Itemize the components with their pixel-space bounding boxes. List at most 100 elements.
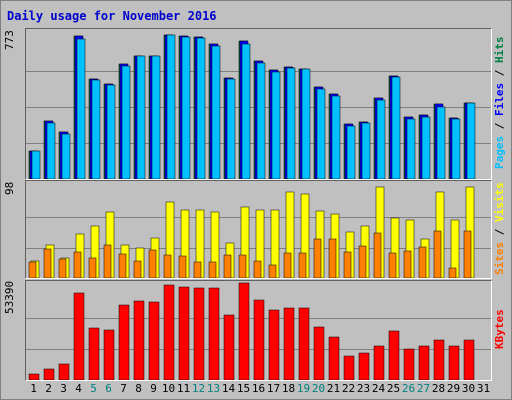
pages-bar [151,55,161,179]
visits-bar [195,209,205,278]
kbytes-bar [28,373,40,380]
kbytes-bar [103,329,115,380]
day-label: 19 [296,382,311,395]
sites-bar [343,251,352,278]
visits-bar [210,211,220,278]
pages-bar [76,38,86,179]
kbytes-bar [178,286,190,380]
sites-bar [283,252,292,278]
pages-bar [301,68,311,179]
day-label: 17 [266,382,281,395]
kbytes-bar [43,368,55,380]
pages-bar [106,84,116,179]
day-label: 24 [371,382,386,395]
day-label: 8 [135,382,142,395]
sites-bar [178,255,187,278]
visits-bar [390,217,400,278]
pages-bar [316,88,326,179]
sites-bar [238,254,247,278]
kbytes-bar [193,287,205,380]
pages-bar [91,79,101,179]
kbytes-bar [358,352,370,380]
legend-separator: / [493,116,506,137]
sites-bar [388,252,397,278]
kbytes-bar [433,339,445,380]
day-label: 7 [120,382,127,395]
day-label: 6 [105,382,112,395]
pages-bar [181,36,191,179]
day-label: 12 [191,382,206,395]
sites-bar [433,230,442,278]
pages-bar [226,78,236,179]
visits-y-max-label: 98 [3,181,16,195]
visits-bar [270,209,280,278]
sites-bar [328,238,337,278]
kbytes-bar [253,299,265,380]
visits-bar [300,193,310,278]
pages-bar [286,67,296,179]
visits-bar [375,186,385,278]
kbytes-bar [88,327,100,380]
day-label: 10 [161,382,176,395]
day-label: 20 [311,382,326,395]
sites-bar [298,252,307,278]
legend-kbytes: KBytes [493,309,506,350]
sites-bar [268,264,277,278]
visits-bar [165,201,175,278]
visits-bar [255,209,265,278]
day-label: 9 [150,382,157,395]
pages-bar [376,99,386,179]
kbytes-bar [73,292,85,380]
sites-bar [358,245,367,278]
day-label: 1 [30,382,37,395]
kbytes-bar [133,300,145,380]
day-label: 5 [90,382,97,395]
day-label: 3 [60,382,67,395]
kbytes-bar [268,309,280,380]
kbytes-panel [25,280,492,381]
pages-bar [436,106,446,179]
day-label: 23 [356,382,371,395]
day-label: 16 [251,382,266,395]
pages-bar [121,65,131,179]
sites-bar [73,251,82,278]
pages-bar [241,43,251,179]
pages-bar [211,45,221,179]
kbytes-bar [283,307,295,380]
pages-bar [166,34,176,179]
legend-files: Files [493,83,506,117]
hits-files-pages-panel [25,28,492,180]
kbytes-bar [313,326,325,380]
legend-hits: Hits [493,36,506,64]
day-label: 11 [176,382,191,395]
kbytes-bar [163,284,175,380]
sites-bar [133,260,142,278]
pages-bar [466,102,476,179]
day-label: 2 [45,382,52,395]
visits-bar [405,219,415,278]
sites-bar [193,261,202,278]
pages-bar [406,118,416,179]
sites-bar [313,238,322,278]
pages-bar [31,150,41,179]
kbytes-bar [238,282,250,380]
kbytes-bar [148,301,160,380]
day-label: 25 [386,382,401,395]
kbytes-bar [328,336,340,380]
pages-bar [271,71,281,179]
sites-bar [88,257,97,278]
day-label: 31 [476,382,491,395]
chart-title: Daily usage for November 2016 [7,9,217,23]
visits-bar [285,191,295,278]
pages-bar [136,55,146,179]
sites-bar [148,249,157,278]
sites-bar [223,254,232,278]
legend-sites: Sites [493,241,506,275]
hits-files-pages-plot [26,34,491,179]
sites-bar [373,232,382,278]
sites-bar [43,248,52,278]
legend-pages: Pages [493,136,506,170]
kbytes-bar [208,287,220,380]
kbytes-bar [298,307,310,380]
kbytes-y-max-label: 53390 [3,280,16,315]
